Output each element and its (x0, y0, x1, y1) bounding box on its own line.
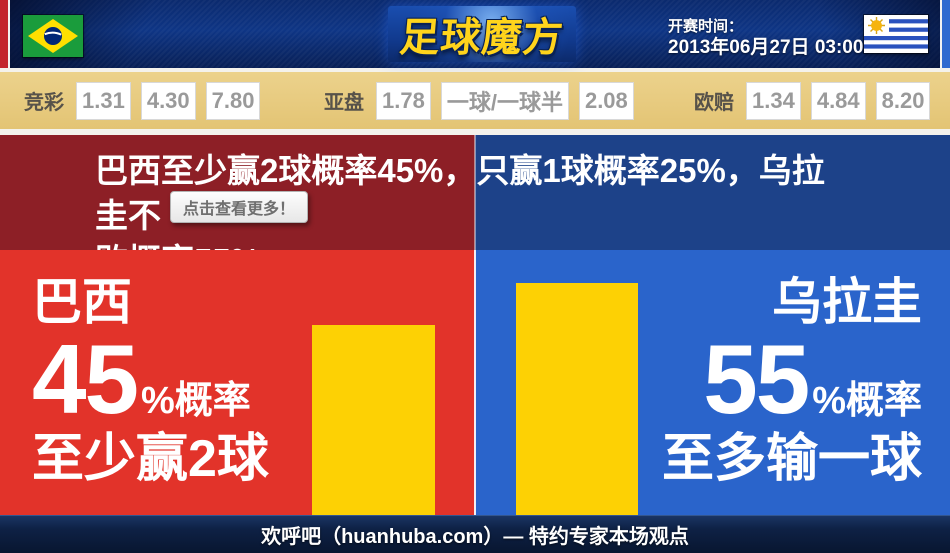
prediction-headline-line1: 巴西至少赢2球概率45%，只赢1球概率25%，乌拉圭不 (95, 152, 825, 234)
uruguay-outcome-caption: 至多输一球 (661, 430, 922, 488)
panel-divider (474, 250, 476, 515)
odds-value-box: 7.80 (205, 81, 261, 120)
odds-value-box: 4.84 (810, 81, 866, 120)
banner-blue-background (475, 135, 950, 250)
header: 足球魔方 开赛时间： 2013年06月27日 03:00 (0, 0, 950, 68)
site-logo[interactable]: 足球魔方 (388, 6, 576, 62)
odds-label-oupei: 欧赔 (694, 92, 734, 114)
odds-label-yapan: 亚盘 (324, 92, 364, 114)
brazil-stat-block: 巴西 45 %概率 至少赢2球 (32, 274, 269, 488)
uruguay-percent-suffix: %概率 (812, 380, 922, 422)
site-logo-text: 足球魔方 (397, 16, 566, 60)
uruguay-percent-value: 55 (703, 324, 810, 434)
odds-value-box: 8.20 (875, 81, 931, 120)
probability-panels: 巴西 45 %概率 至少赢2球 乌拉圭 55 %概率 至多输一球 (0, 250, 950, 515)
uruguay-stat-block: 乌拉圭 55 %概率 至多输一球 (662, 274, 922, 488)
uruguay-team-name: 乌拉圭 (772, 274, 922, 330)
kickoff-label: 开赛时间： (668, 18, 744, 35)
uruguay-probability-bar (516, 283, 638, 515)
kickoff-time: 2013年06月27日 03:00 (668, 37, 864, 58)
odds-value-box: 1.34 (746, 81, 801, 120)
brazil-percent-suffix: %概率 (141, 380, 251, 422)
odds-group-oupei: 欧赔 1.34 4.84 8.20 (694, 72, 931, 129)
brazil-percent-value: 45 (32, 324, 139, 434)
odds-group-jingcai: 竞彩 1.31 4.30 7.80 (24, 72, 261, 129)
odds-value-box: 1.31 (76, 81, 131, 120)
footer-site-caption: 欢呼吧（huanhuba.com）— 特约专家本场观点 (261, 526, 689, 548)
kickoff-info: 开赛时间： 2013年06月27日 03:00 (668, 17, 863, 59)
odds-bar: 竞彩 1.31 4.30 7.80 亚盘 1.78 一球/一球半 2.08 欧赔… (0, 72, 950, 129)
uruguay-flag-icon (864, 15, 928, 53)
odds-label-jingcai: 竞彩 (24, 92, 64, 114)
odds-handicap-box: 一球/一球半 (440, 81, 569, 120)
banner-divider (474, 135, 476, 250)
brazil-outcome-caption: 至少赢2球 (32, 430, 269, 488)
uruguay-percent-row: 55 %概率 (662, 330, 922, 428)
prediction-banner: 巴西至少赢2球概率45%，只赢1球概率25%，乌拉圭不 败概率55%。 点击查看… (0, 135, 950, 279)
header-right-blue-strip (940, 0, 950, 68)
click-for-more-tooltip: 点击查看更多！ (170, 191, 309, 223)
odds-value-box: 4.30 (140, 81, 196, 120)
brazil-team-name: 巴西 (32, 274, 132, 330)
brazil-percent-row: 45 %概率 (32, 330, 269, 428)
header-left-red-strip (0, 0, 10, 68)
brazil-flag-icon (23, 15, 83, 57)
footer: 欢呼吧（huanhuba.com）— 特约专家本场观点 (0, 515, 950, 553)
odds-value-box: 2.08 (578, 81, 634, 120)
brazil-probability-bar (312, 325, 435, 515)
odds-value-box: 1.78 (376, 81, 431, 120)
odds-group-yapan: 亚盘 1.78 一球/一球半 2.08 (324, 72, 634, 129)
